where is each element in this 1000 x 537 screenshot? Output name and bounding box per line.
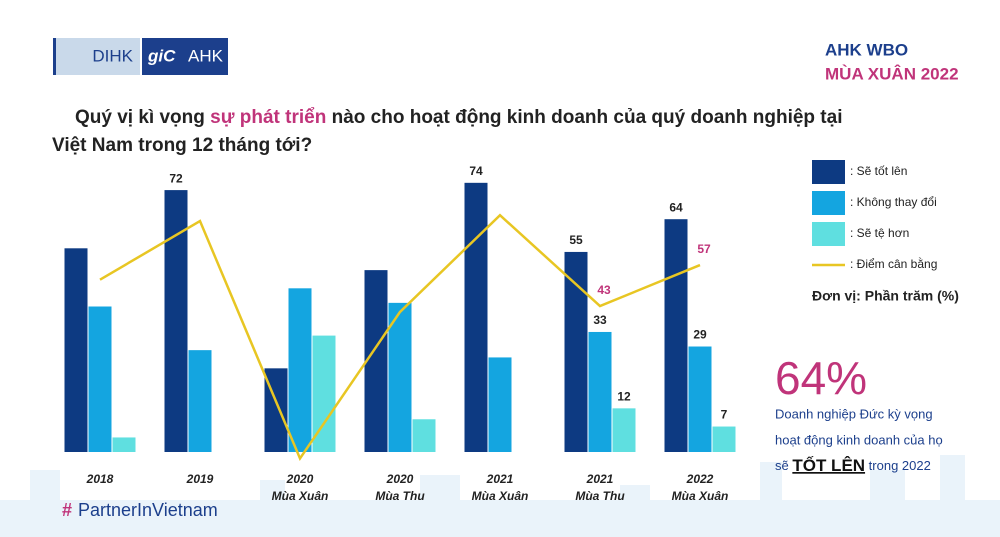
legend-label: : Điểm cân bằng <box>850 256 937 271</box>
x-tick-label: Mùa Xuân <box>672 489 729 503</box>
value-label: 43 <box>597 283 611 297</box>
x-tick-label: Mùa Thu <box>375 489 425 503</box>
stat-bold: TỐT LÊN <box>792 455 865 475</box>
question-part: nào cho hoạt động kinh doanh của quý doa… <box>326 107 842 128</box>
hashtag: # <box>62 500 72 520</box>
x-tick-label: 2022 <box>686 472 714 486</box>
x-tick-label: 2018 <box>86 472 114 486</box>
bar <box>412 419 436 452</box>
logo-ahk: AHK <box>188 46 224 65</box>
x-tick-label: Mùa Xuân <box>472 489 529 503</box>
question-highlight: sự phát triển <box>210 107 326 128</box>
legend-swatch <box>812 222 845 246</box>
bar <box>612 408 636 452</box>
unit-note: Đơn vị: Phần trăm (%) <box>812 288 959 304</box>
bar <box>188 350 212 452</box>
logo-gic: giC <box>147 46 176 65</box>
legend-swatch <box>812 191 845 215</box>
value-label: 12 <box>617 390 631 404</box>
bar <box>588 331 612 452</box>
logo-dihk: DIHK <box>92 46 133 65</box>
bar <box>288 288 312 452</box>
stat-text: Doanh nghiệp Đức kỳ vọng <box>775 406 933 421</box>
survey-name: AHK WBO <box>825 40 908 59</box>
bar <box>464 182 488 452</box>
x-tick-label: 2021 <box>586 472 614 486</box>
x-tick-label: 2020 <box>286 472 314 486</box>
x-tick-label: Mùa Xuân <box>272 489 329 503</box>
value-label: 64 <box>669 200 683 214</box>
question-line2: Việt Nam trong 12 tháng tới? <box>52 135 312 156</box>
bar <box>164 190 188 452</box>
value-label: 55 <box>569 233 583 247</box>
bar <box>364 270 388 452</box>
line <box>99 213 701 462</box>
x-tick-label: 2019 <box>186 472 214 486</box>
stat-part: trong 2022 <box>865 458 931 473</box>
stat-text: sẽ TỐT LÊN trong 2022 <box>775 455 931 475</box>
x-tick-label: 2021 <box>486 472 514 486</box>
value-label: 7 <box>721 408 728 422</box>
bar <box>712 426 736 452</box>
question: Quý vị kì vọng sự phát triển nào cho hoạ… <box>75 107 842 128</box>
question-part: Quý vị kì vọng <box>75 107 210 128</box>
x-tick-label: 2020 <box>386 472 414 486</box>
bar <box>388 302 412 452</box>
value-label: 72 <box>169 171 183 185</box>
logo-box <box>55 38 140 75</box>
bar <box>688 346 712 452</box>
x-tick-label: Mùa Thu <box>575 489 625 503</box>
bar <box>312 335 336 452</box>
stat-text: hoạt động kinh doanh của họ <box>775 432 943 447</box>
legend-label: : Sẽ tốt lên <box>850 164 907 178</box>
value-label: 29 <box>693 328 707 342</box>
legend-label: : Sẽ tệ hơn <box>850 226 909 240</box>
bar <box>64 248 88 452</box>
legend-swatch <box>812 160 845 184</box>
value-label: 33 <box>593 313 607 327</box>
value-label: 57 <box>697 242 711 256</box>
value-label: 74 <box>469 164 483 178</box>
bar <box>88 306 112 452</box>
bar <box>664 219 688 452</box>
big-stat: 64% <box>775 352 867 404</box>
logo-accent <box>53 38 56 75</box>
legend-label: : Không thay đổi <box>850 195 937 209</box>
bar <box>112 437 136 452</box>
stat-part: sẽ <box>775 458 792 473</box>
skyline <box>0 455 1000 537</box>
brand: PartnerInVietnam <box>78 500 218 520</box>
logo-box <box>142 38 228 75</box>
survey-season: MÙA XUÂN 2022 <box>825 64 959 83</box>
bar <box>488 357 512 452</box>
bar <box>564 251 588 452</box>
